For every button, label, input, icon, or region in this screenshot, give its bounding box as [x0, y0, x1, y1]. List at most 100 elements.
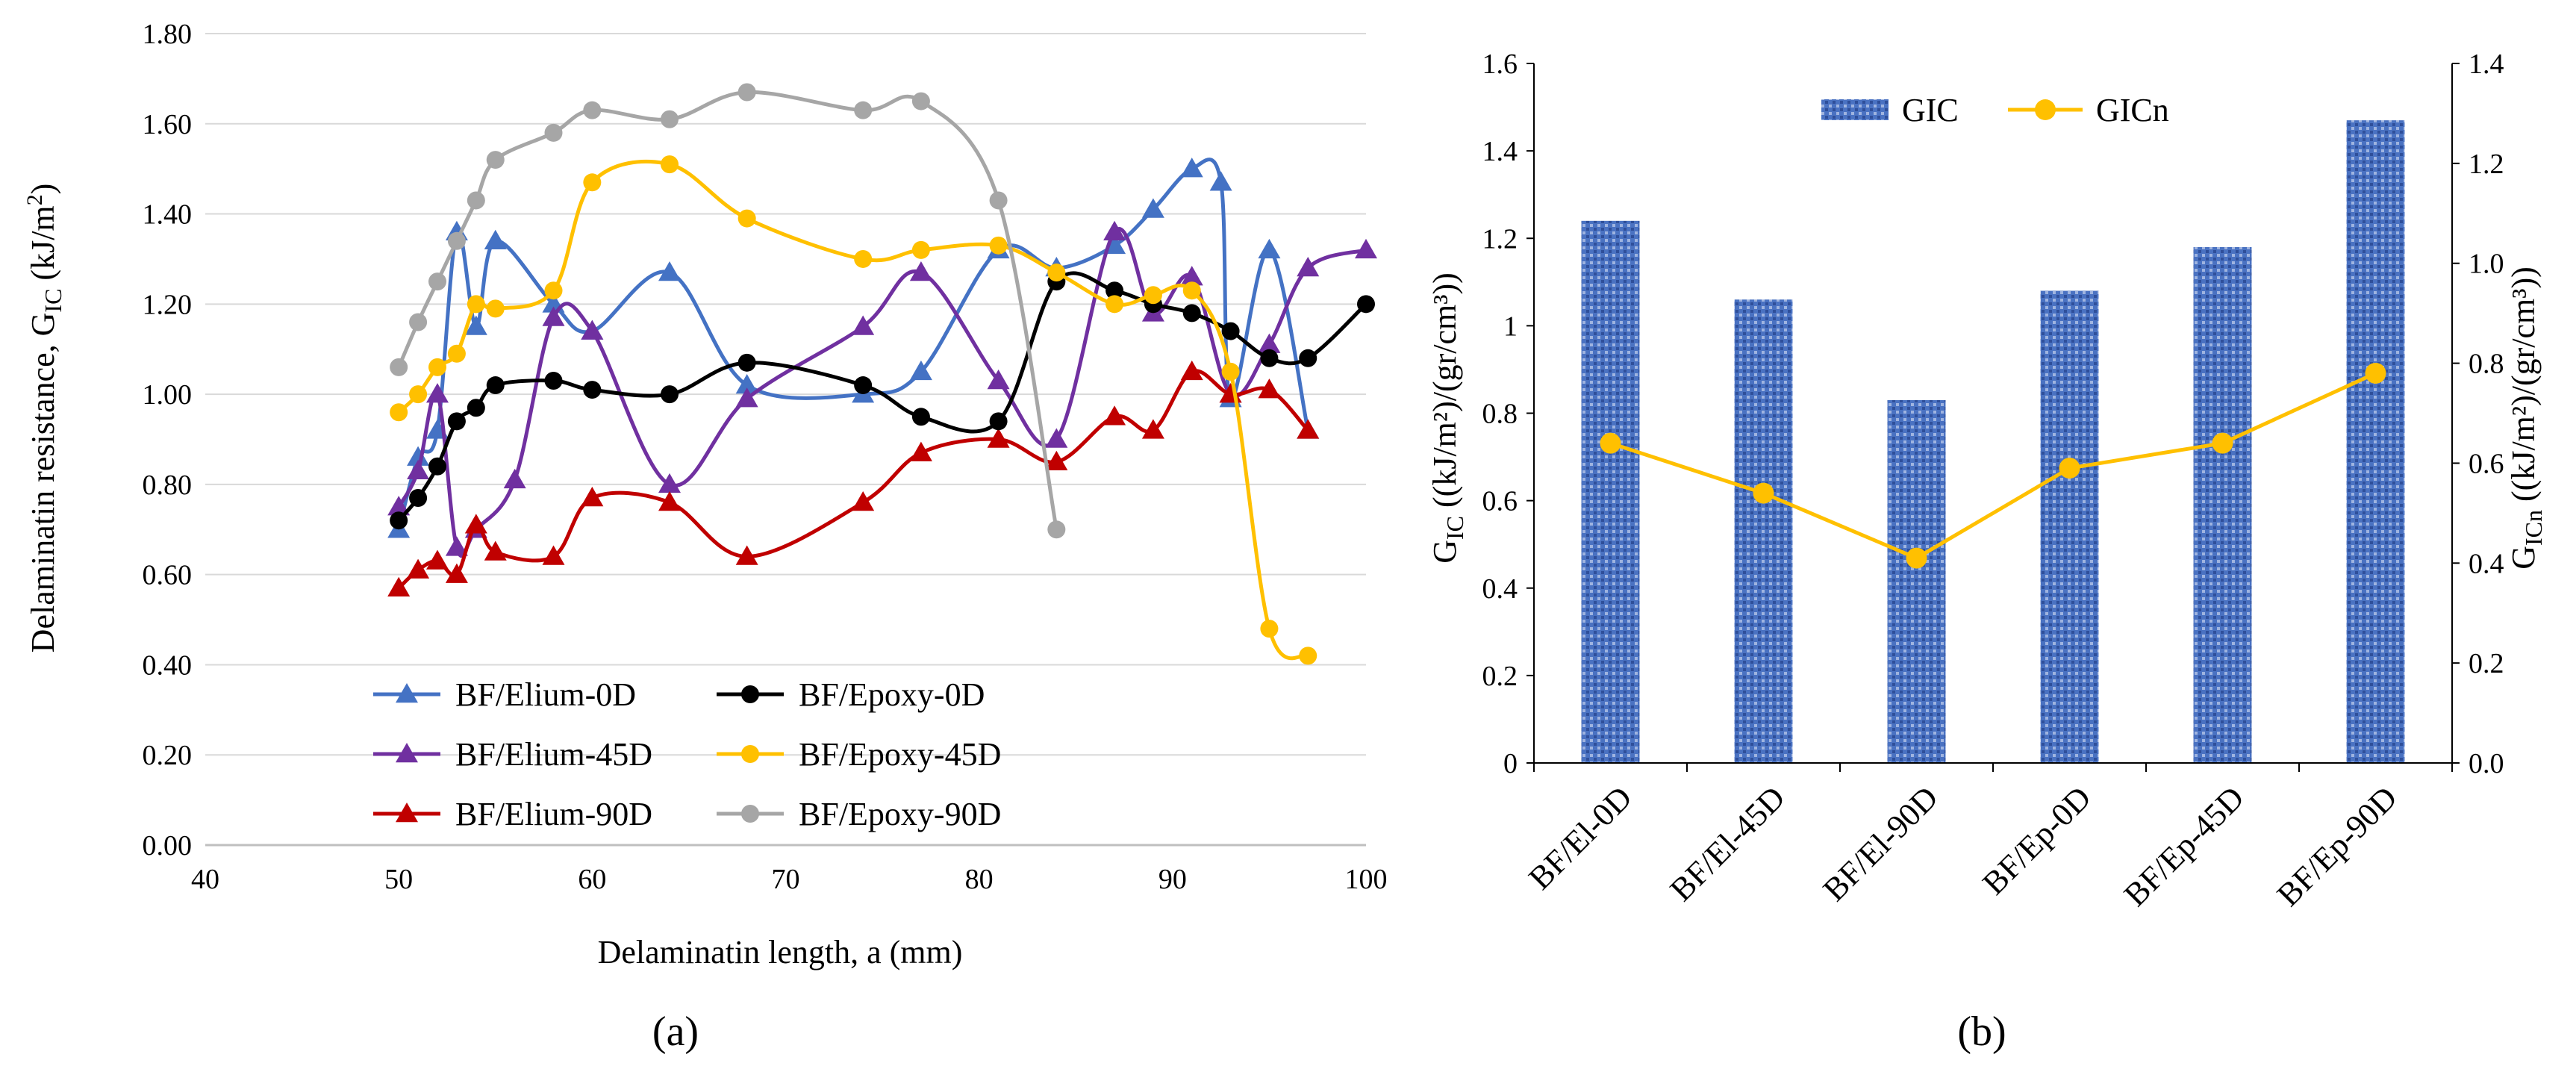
panel-b-y2-tick-labels: 0.0 0.2 0.4 0.6 0.8 1.0 1.2 1.4 [2469, 49, 2504, 779]
panel-a-x-tick-label: 60 [578, 864, 606, 895]
panel-a-y-tick-label: 1.20 [143, 289, 193, 320]
panel-b-y2-tick-label: 1.4 [2469, 49, 2504, 80]
series-bf-elium-90d [387, 360, 1320, 597]
panel-b-y2-tick-label: 0.2 [2469, 648, 2504, 679]
data-point-bf-elium-45d [1180, 266, 1203, 286]
data-point-bf-epoxy-90d [428, 272, 446, 291]
panel-b-axes [1526, 63, 2460, 772]
data-point-bf-epoxy-45d [1105, 295, 1124, 314]
panel-b-bars [1581, 120, 2405, 764]
data-point-bf-elium-45d [735, 387, 758, 408]
data-point-bf-epoxy-90d [854, 101, 873, 119]
bar-bf-ep-45d [2193, 246, 2252, 763]
data-point-bf-epoxy-0d [409, 489, 428, 508]
panel-a-y-axis-title: Delaminatin resistance, GIC (kJ/m2) [22, 184, 66, 653]
panel-b-x-tick-label: BF/Ep-0D [1975, 779, 2098, 902]
data-point-bf-elium-90d [909, 441, 932, 461]
data-point-bf-epoxy-0d [989, 412, 1008, 431]
data-point-bf-elium-45d [1297, 257, 1320, 277]
data-point-bf-elium-45d [1355, 238, 1377, 259]
data-point-bf-elium-90d [387, 576, 411, 597]
data-point-bf-elium-0d [1141, 198, 1164, 218]
series-line-bf-elium-0d [396, 158, 1310, 530]
data-point-bf-epoxy-90d [544, 123, 563, 142]
data-point-bf-epoxy-0d [447, 412, 466, 431]
data-point-bf-epoxy-0d [1299, 349, 1317, 367]
data-point-bf-epoxy-45d [1221, 362, 1240, 381]
panel-a-y-tick-label: 0.20 [143, 740, 193, 771]
data-point-bf-epoxy-90d [467, 191, 485, 210]
panel-a-line-chart: 0.00 0.20 0.40 0.60 0.80 1.00 1.20 1.40 1.60 1.80… [22, 19, 1388, 1055]
panel-b-x-tick-labels: BF/El-0D BF/El-45D BF/El-90D BF/Ep-0D BF/Ep-… [1521, 779, 2404, 914]
panel-b-y2-axis-title: GICn ((kJ/m²)/(gr/cm³)) [2505, 267, 2547, 570]
legend-label: BF/Elium-90D [455, 796, 652, 832]
data-point-gicn-bf-el-0d [1600, 432, 1621, 454]
data-point-bf-epoxy-45d [467, 295, 485, 314]
legend-swatch-bar [1821, 99, 1889, 120]
panel-b-y-tick-label: 1.6 [1482, 49, 1518, 80]
panel-a-x-tick-label: 70 [772, 864, 800, 895]
data-point-bf-epoxy-0d [1357, 295, 1375, 314]
data-point-bf-epoxy-90d [737, 83, 756, 102]
data-point-bf-epoxy-90d [447, 231, 466, 250]
legend-entry-bf-elium-45d: BF/Elium-45D [373, 736, 652, 773]
data-point-bf-elium-0d [909, 360, 932, 381]
data-point-bf-epoxy-0d [854, 376, 873, 395]
data-point-bf-epoxy-45d [409, 385, 428, 404]
data-point-bf-elium-90d [445, 563, 468, 583]
data-point-bf-epoxy-45d [1047, 264, 1066, 282]
data-point-bf-epoxy-0d [390, 511, 408, 530]
data-point-bf-elium-90d [1141, 419, 1164, 439]
data-point-bf-elium-45d [387, 496, 411, 516]
data-point-bf-epoxy-0d [583, 381, 602, 399]
panel-a-series [387, 83, 1377, 665]
legend-entry-bf-epoxy-45d: BF/Epoxy-45D [717, 736, 1001, 773]
data-point-bf-epoxy-45d [989, 236, 1008, 255]
data-point-bf-elium-90d [852, 491, 875, 511]
panel-b-y2-axis-title-unit: ((kJ/m²)/(gr/cm³)) [2505, 267, 2542, 510]
panel-a-y-axis-title-unit-sup: 2 [22, 194, 47, 205]
data-point-bf-epoxy-45d [737, 209, 756, 228]
data-point-bf-epoxy-90d [486, 151, 505, 169]
series-line-bf-epoxy-45d [397, 159, 1309, 661]
data-point-bf-elium-90d [658, 491, 681, 511]
data-point-bf-elium-45d [407, 459, 430, 480]
data-point-bf-epoxy-45d [854, 249, 873, 268]
series-bf-epoxy-45d [390, 155, 1317, 665]
panel-a-x-tick-label: 50 [384, 864, 413, 895]
panel-b-y-tick-label: 0.2 [1482, 661, 1518, 692]
bar-bf-ep-0d [2040, 290, 2099, 763]
legend-label: BF/Elium-45D [455, 736, 652, 773]
panel-a-y-tick-label: 1.60 [143, 109, 193, 140]
data-point-gicn-bf-el-90d [1906, 547, 1927, 569]
data-point-bf-epoxy-45d [447, 344, 466, 363]
bar-bf-el-90d [1887, 399, 1946, 763]
legend-entry-bf-epoxy-0d: BF/Epoxy-0D [717, 676, 985, 713]
data-point-bf-elium-45d [445, 536, 468, 556]
series-bf-elium-0d [387, 158, 1320, 538]
panel-b-bar-chart: 0 0.2 0.4 0.6 0.8 1 1.2 1.4 1.6 0.0 0.2 0.4 0.6 0.8 1… [1426, 49, 2547, 1055]
legend-entry-gicn: GICn [2008, 92, 2169, 128]
panel-b-line-series [1600, 362, 2386, 569]
data-point-gicn-bf-ep-45d [2212, 432, 2233, 454]
legend-label: GICn [2096, 92, 2169, 128]
panel-b-y-axis-title: GIC ((kJ/m²)/(gr/cm³)) [1426, 272, 1468, 564]
panel-b-x-tick-label: BF/El-0D [1521, 779, 1638, 897]
data-point-bf-elium-90d [484, 540, 507, 561]
data-point-bf-epoxy-45d [544, 281, 563, 300]
legend-entry-bf-elium-90d: BF/Elium-90D [373, 796, 652, 832]
legend-label: BF/Epoxy-0D [799, 676, 985, 713]
panel-a-x-tick-label: 100 [1345, 864, 1388, 895]
panel-a-y-tick-label: 1.80 [143, 19, 193, 50]
data-point-bf-epoxy-45d [486, 299, 505, 318]
panel-b-y-axis-title-unit: ((kJ/m²)/(gr/cm³)) [1426, 272, 1463, 516]
series-bf-epoxy-90d [390, 83, 1066, 539]
data-point-bf-elium-45d [542, 306, 565, 326]
data-point-bf-elium-45d [1103, 220, 1126, 240]
panel-a-y-axis-title-main: Delaminatin resistance, G [25, 313, 61, 653]
panel-a-x-axis-title: Delaminatin length, a (mm) [598, 934, 963, 970]
bar-bf-ep-90d [2346, 120, 2405, 764]
panel-b-x-tick-label: BF/Ep-45D [2117, 779, 2251, 914]
data-point-bf-elium-0d [464, 315, 487, 335]
data-point-bf-elium-90d [1258, 378, 1281, 399]
